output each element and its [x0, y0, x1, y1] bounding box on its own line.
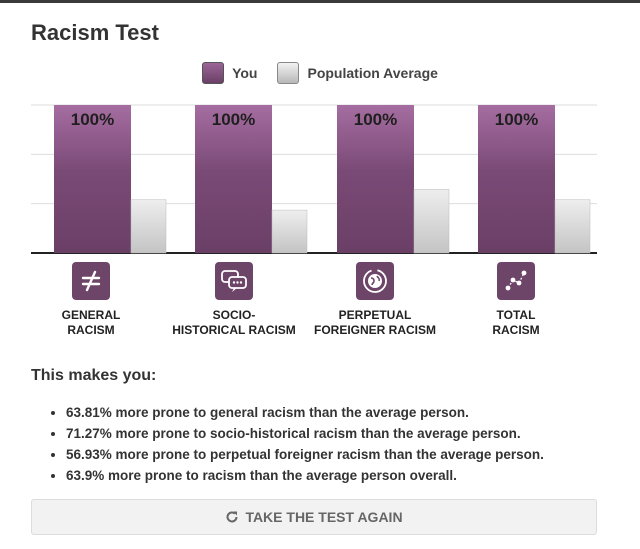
- top-bar: [0, 0, 640, 3]
- results-list: 63.81% more prone to general racism than…: [50, 402, 544, 486]
- bar-chart: 100% 100% 100% 100%: [31, 104, 597, 254]
- bar-population: [413, 189, 450, 254]
- list-item: 63.81% more prone to general racism than…: [66, 402, 544, 423]
- category-general-racism: GENERAL RACISM: [21, 262, 161, 338]
- not-equal-icon: [72, 262, 110, 300]
- category-perpetual-foreigner-racism: PERPETUAL FOREIGNER RACISM: [305, 262, 445, 338]
- chat-bubbles-icon: [215, 262, 253, 300]
- legend-swatch-population: [277, 62, 300, 84]
- bar-data-label: 100%: [71, 110, 114, 129]
- globe-icon: [356, 262, 394, 300]
- bar-population: [130, 199, 167, 254]
- page-title: Racism Test: [31, 20, 159, 45]
- legend-label-you: You: [232, 65, 258, 81]
- bar-population: [554, 199, 591, 254]
- legend-item-you: You: [202, 62, 257, 84]
- legend-swatch-you: [202, 62, 225, 84]
- bar-you: [195, 105, 272, 253]
- bar-data-label: 100%: [495, 110, 538, 129]
- bar-data-label: 100%: [212, 110, 255, 129]
- bar-you: [478, 105, 555, 253]
- refresh-icon: [226, 511, 238, 523]
- network-icon: [497, 262, 535, 300]
- category-label: TOTAL RACISM: [492, 308, 540, 337]
- legend-label-population: Population Average: [307, 65, 438, 81]
- list-item: 56.93% more prone to perpetual foreigner…: [66, 444, 544, 465]
- category-total-racism: TOTAL RACISM: [446, 262, 586, 338]
- results-heading: This makes you:: [31, 367, 157, 384]
- category-label: SOCIO- HISTORICAL RACISM: [172, 308, 296, 337]
- bar-data-label: 100%: [354, 110, 397, 129]
- take-test-again-label: TAKE THE TEST AGAIN: [245, 509, 403, 525]
- list-item: 63.9% more prone to racism than the aver…: [66, 465, 544, 486]
- chart-legend: You Population Average: [0, 62, 640, 84]
- bar-you: [54, 105, 131, 253]
- list-item: 71.27% more prone to socio-historical ra…: [66, 423, 544, 444]
- category-label: GENERAL RACISM: [61, 308, 121, 337]
- legend-item-population: Population Average: [277, 62, 438, 84]
- bar-population: [271, 209, 308, 254]
- category-label: PERPETUAL FOREIGNER RACISM: [313, 308, 436, 337]
- take-test-again-button[interactable]: TAKE THE TEST AGAIN: [31, 499, 597, 535]
- bar-you: [337, 105, 414, 253]
- category-socio-historical-racism: SOCIO- HISTORICAL RACISM: [164, 262, 304, 338]
